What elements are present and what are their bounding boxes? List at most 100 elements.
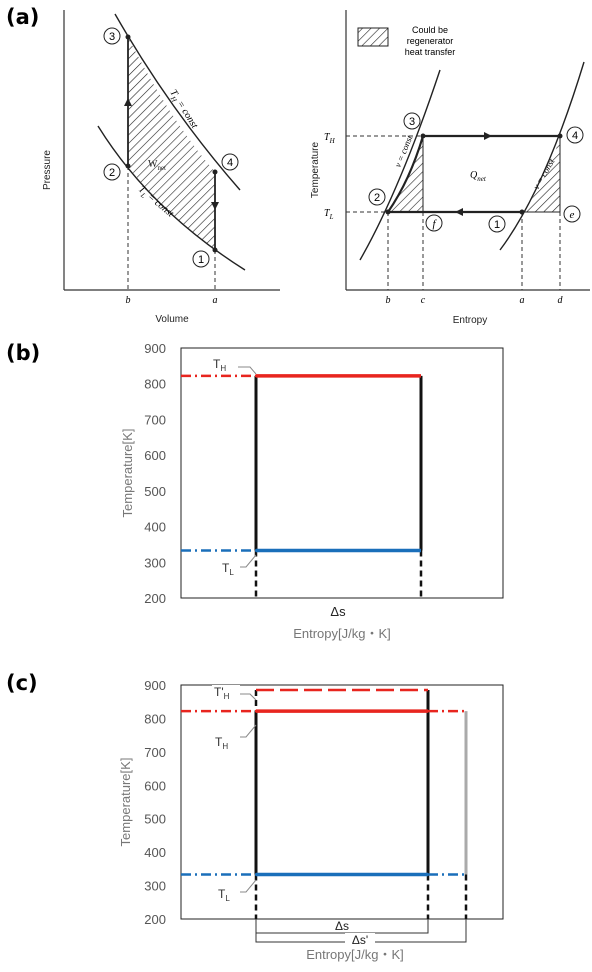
- chart-c-th-leader: [240, 724, 257, 738]
- y-tick-label: 800: [144, 377, 166, 392]
- chart-c-thp-bg: [212, 685, 240, 699]
- ts-ylabel: Temperature: [310, 141, 321, 198]
- chart-c-ylabel: Temperature[K]: [118, 758, 133, 847]
- ts-arrow-left: [455, 208, 463, 216]
- pv-state-2: 2: [103, 163, 121, 181]
- ts-point-2: [385, 209, 391, 215]
- chart-c-ds-label: Δs: [335, 919, 349, 933]
- pv-arrow-up: [124, 98, 132, 106]
- chart-c-thp-label: T'H: [214, 685, 230, 701]
- chart-b-xlabel: Entropy[J/kg・K]: [293, 626, 391, 641]
- y-tick-label: 200: [144, 912, 166, 927]
- svg-text:4: 4: [572, 130, 578, 142]
- pv-point-2: [125, 163, 131, 169]
- y-tick-label: 600: [144, 448, 166, 463]
- svg-text:3: 3: [109, 31, 115, 43]
- chart-c-thp-leader: [240, 693, 257, 701]
- pv-xlabel: Volume: [155, 314, 189, 325]
- y-tick-label: 700: [144, 745, 166, 760]
- ts-point-e: e: [563, 205, 581, 223]
- pv-work-area: [128, 37, 215, 250]
- chart-c-frame: [180, 684, 504, 920]
- chart-b-th-leader: [238, 366, 257, 375]
- pv-point-4: [212, 169, 218, 175]
- chart-b-tl-leader: [240, 554, 257, 568]
- chart-c-tl-leader: [240, 879, 257, 893]
- chart-b-ylabel: Temperature[K]: [120, 429, 135, 518]
- chart-b-tl-label: TL: [222, 561, 234, 577]
- ts-state-2: 2: [368, 188, 386, 206]
- svg-text:2: 2: [109, 167, 115, 179]
- pv-diagram: Pressure Volume b a 3 2: [42, 10, 280, 325]
- ts-point-4: [557, 133, 563, 139]
- pv-state-4: 4: [221, 153, 239, 171]
- svg-text:1: 1: [494, 219, 500, 231]
- ts-isochore-right: [499, 61, 585, 251]
- y-tick-label: 800: [144, 711, 166, 726]
- y-tick-label: 400: [144, 520, 166, 535]
- y-tick-label: 300: [144, 555, 166, 570]
- ts-legend-line2: regenerator: [407, 36, 454, 46]
- y-tick-label: 600: [144, 778, 166, 793]
- y-tick-label: 900: [144, 678, 166, 693]
- ts-xlabel: Entropy: [453, 315, 487, 326]
- ts-diagram: Temperature Entropy Could be regenerator…: [310, 10, 590, 326]
- chart-c-ds-bracket: [255, 919, 429, 934]
- y-tick-label: 300: [144, 879, 166, 894]
- y-tick-label: 500: [144, 812, 166, 827]
- ts-tick-tl: TL: [324, 208, 334, 221]
- chart-c-tl-label: TL: [218, 887, 230, 903]
- ts-point-f: f: [425, 214, 443, 232]
- ts-legend-swatch: [357, 27, 389, 47]
- ts-arrow-right: [484, 132, 492, 140]
- chart-c-dsp-bg: [345, 933, 375, 945]
- chart-c-dsp-label: Δs': [352, 933, 368, 947]
- chart-c-xlabel: Entropy[J/kg・K]: [306, 947, 404, 962]
- ts-legend-line1: Could be: [412, 25, 448, 35]
- y-tick-label: 400: [144, 845, 166, 860]
- ts-point-3: [420, 133, 426, 139]
- pv-state-3: 3: [103, 27, 121, 45]
- ts-tick-a: a: [520, 295, 525, 306]
- chart-b-th-label: TH: [213, 357, 226, 373]
- svg-text:f: f: [432, 218, 437, 230]
- ts-qnet-label: Qnet: [470, 170, 487, 183]
- pv-ylabel: Pressure: [42, 150, 53, 190]
- ts-tick-th: TH: [324, 132, 336, 145]
- svg-text:1: 1: [198, 254, 204, 266]
- chart-b-ds-label: Δs: [330, 604, 346, 619]
- ts-state-3: 3: [403, 112, 421, 130]
- y-tick-label: 500: [144, 484, 166, 499]
- ts-state-4: 4: [566, 126, 584, 144]
- pv-tl-isotherm: [97, 125, 246, 271]
- ts-tick-d: d: [558, 295, 564, 306]
- ts-tick-b: b: [386, 295, 391, 306]
- pv-tick-b: b: [126, 295, 131, 306]
- pv-point-3: [125, 34, 131, 40]
- chart-b-frame: [180, 347, 504, 599]
- pv-wnet-label: Wnet: [148, 159, 166, 172]
- pv-arrow-down: [211, 202, 219, 210]
- chart-c-y-ticks: 900 800 700 600 500 400 300 200: [144, 678, 166, 927]
- panel-a-label: (a): [6, 5, 39, 29]
- chart-c-th-label: TH: [215, 735, 228, 751]
- y-tick-label: 700: [144, 412, 166, 427]
- ts-tick-c: c: [421, 295, 426, 306]
- panel-c-label: (c): [6, 671, 38, 695]
- ts-point-1: [519, 209, 525, 215]
- svg-text:3: 3: [409, 116, 415, 128]
- pv-state-1: 1: [192, 250, 210, 268]
- ts-isochore-left: [359, 69, 441, 261]
- svg-text:2: 2: [374, 192, 380, 204]
- pv-tick-a: a: [213, 295, 218, 306]
- ts-regen-left: [388, 136, 423, 212]
- pv-point-1: [212, 247, 218, 253]
- chart-b-y-ticks: 900 800 700 600 500 400 300 200: [144, 341, 166, 606]
- panel-b-label: (b): [6, 341, 40, 365]
- ts-legend-line3: heat transfer: [405, 47, 456, 57]
- y-tick-label: 900: [144, 341, 166, 356]
- ts-regen-right: [522, 136, 560, 212]
- y-tick-label: 200: [144, 591, 166, 606]
